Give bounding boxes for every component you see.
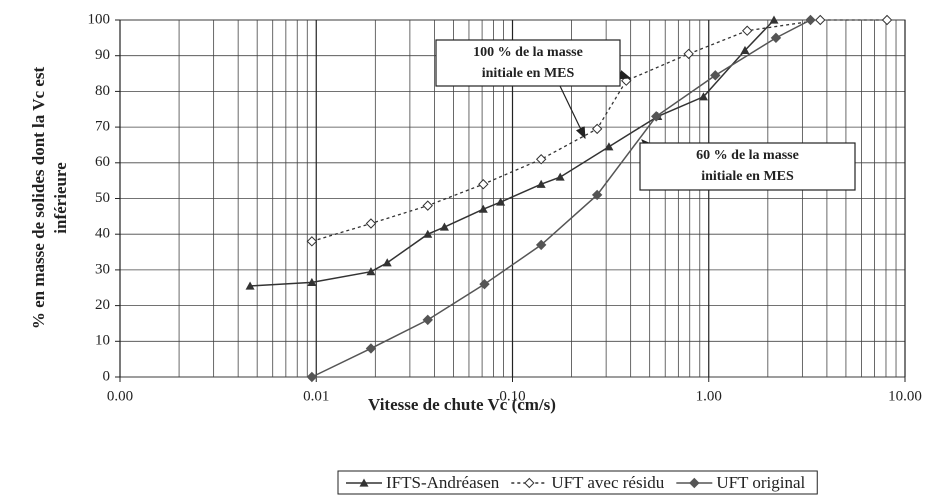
annotation-text: initiale en MES (482, 66, 575, 81)
y-tick-label: 80 (95, 83, 110, 99)
marker (359, 478, 369, 487)
marker (307, 277, 317, 286)
annotation-text: 100 % de la masse (473, 45, 583, 60)
y-tick-label: 20 (95, 297, 110, 313)
x-tick-label: 0.00 (107, 388, 133, 404)
marker (535, 154, 547, 165)
marker (306, 236, 318, 247)
marker (306, 371, 318, 383)
marker (740, 45, 750, 54)
series-line (311, 19, 811, 378)
marker (496, 197, 506, 206)
marker (382, 258, 392, 267)
marker (366, 267, 376, 276)
marker (769, 15, 779, 24)
marker (651, 111, 662, 122)
y-tick-label: 50 (95, 190, 110, 206)
marker (591, 123, 603, 135)
y-tick-label: 100 (88, 11, 111, 27)
y-tick-label: 0 (103, 368, 111, 384)
marker (422, 200, 433, 211)
marker (524, 477, 535, 489)
marker (770, 32, 782, 44)
marker (536, 179, 546, 188)
x-axis-label: Vitesse de chute Vc (cm/s) (368, 395, 556, 414)
marker (479, 278, 490, 290)
y-tick-label: 30 (95, 261, 110, 277)
marker (689, 477, 700, 489)
legend-label: IFTS-Andréasen (386, 473, 500, 492)
annotation-text: initiale en MES (701, 169, 794, 184)
marker (555, 172, 565, 181)
marker (365, 343, 377, 354)
marker (698, 92, 708, 101)
x-tick-label: 0.10 (499, 388, 525, 404)
x-tick-label: 0.01 (303, 388, 329, 404)
marker (245, 281, 255, 290)
y-tick-label: 90 (95, 47, 110, 63)
y-axis-label: % en masse de solides dont la Vc est (29, 67, 48, 330)
y-tick-label: 40 (95, 226, 110, 242)
marker (478, 204, 488, 213)
marker (535, 239, 547, 251)
marker (439, 222, 449, 231)
x-tick-label: 1.00 (696, 388, 722, 404)
annotation-text: 60 % de la masse (696, 148, 799, 163)
y-tick-label: 60 (95, 154, 110, 170)
marker (741, 25, 753, 36)
legend-label: UFT avec résidu (551, 473, 664, 492)
marker (710, 70, 721, 81)
legend: IFTS-Andréasen UFT avec résidu UFT origina… (337, 470, 818, 495)
marker (815, 14, 826, 26)
marker (604, 142, 614, 151)
y-tick-label: 70 (95, 119, 110, 135)
annotation-arrow (559, 85, 586, 140)
marker (422, 314, 433, 326)
x-tick-label: 10.00 (888, 388, 922, 404)
annotation-box (435, 39, 621, 87)
marker (478, 179, 489, 190)
legend-label: UFT original (716, 473, 805, 492)
marker (805, 14, 816, 26)
y-axis-label: inférieure (51, 162, 70, 234)
y-tick-label: 10 (95, 333, 110, 349)
marker (591, 189, 603, 201)
marker (683, 48, 694, 60)
annotation-box (639, 142, 856, 191)
marker (365, 218, 377, 229)
marker (423, 229, 433, 238)
legend-box (337, 470, 818, 495)
marker (881, 14, 893, 26)
